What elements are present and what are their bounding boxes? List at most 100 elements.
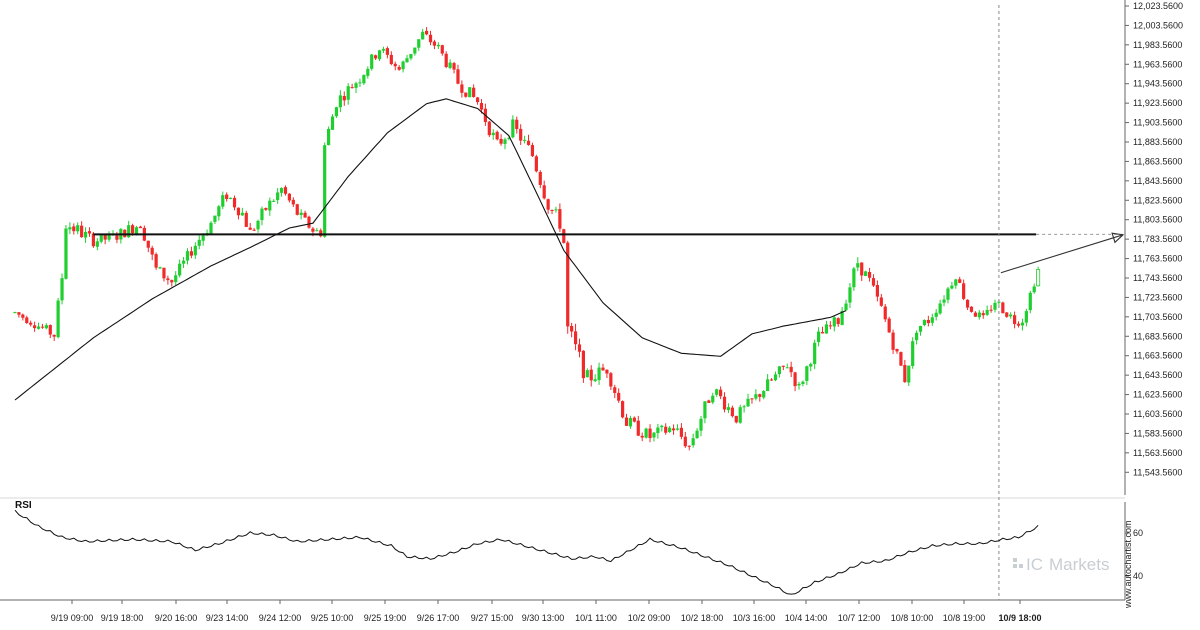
candle bbox=[558, 203, 562, 232]
candle-body bbox=[48, 325, 52, 335]
candlesticks bbox=[13, 27, 1041, 451]
candle bbox=[29, 320, 33, 327]
candle bbox=[879, 293, 883, 307]
candle-body bbox=[115, 235, 119, 240]
candle-body bbox=[158, 267, 162, 269]
candle-body bbox=[903, 365, 907, 383]
candle-body bbox=[323, 145, 327, 237]
candle bbox=[440, 44, 444, 56]
candle-body bbox=[1024, 311, 1028, 323]
candle bbox=[903, 359, 907, 383]
candle-body bbox=[279, 188, 284, 193]
candle bbox=[362, 74, 366, 85]
time-tick-label: 9/25 10:00 bbox=[311, 613, 354, 623]
rsi-title: RSI bbox=[15, 500, 32, 511]
candle bbox=[926, 315, 930, 327]
candle-body bbox=[577, 344, 582, 352]
candle-body bbox=[354, 83, 358, 88]
candle bbox=[789, 361, 793, 378]
candle bbox=[809, 362, 813, 372]
candle bbox=[860, 262, 864, 282]
candle bbox=[871, 274, 876, 287]
candle-body bbox=[601, 367, 605, 371]
candle bbox=[671, 424, 676, 435]
candle bbox=[683, 431, 687, 448]
candle bbox=[40, 323, 45, 329]
candle-body bbox=[546, 199, 550, 210]
candle bbox=[385, 46, 389, 59]
candle bbox=[703, 401, 707, 424]
candle bbox=[33, 321, 37, 332]
candle bbox=[460, 80, 464, 98]
candle bbox=[472, 84, 476, 98]
candle-body bbox=[836, 318, 840, 325]
candle bbox=[738, 404, 742, 424]
candle-body bbox=[648, 428, 652, 439]
candle bbox=[209, 221, 213, 234]
candle-body bbox=[973, 312, 977, 317]
candle-body bbox=[154, 254, 158, 268]
candle bbox=[80, 221, 84, 238]
candle-body bbox=[805, 366, 809, 381]
candle-body bbox=[969, 306, 974, 312]
candle-body bbox=[785, 367, 789, 369]
candle-body bbox=[397, 66, 401, 70]
candle-body bbox=[229, 197, 233, 199]
candle-body bbox=[428, 34, 433, 43]
price-tick-label: 11,703.5600 bbox=[1133, 312, 1182, 322]
candle-body bbox=[370, 54, 374, 69]
candle bbox=[973, 311, 977, 317]
candle bbox=[664, 423, 668, 435]
candle bbox=[597, 362, 601, 385]
candle-body bbox=[409, 54, 413, 59]
price-tick-label: 11,683.5600 bbox=[1133, 331, 1182, 341]
candle bbox=[652, 432, 656, 442]
logo-square-3 bbox=[1019, 564, 1023, 568]
candle-body bbox=[487, 121, 491, 136]
candle bbox=[562, 228, 566, 244]
candle bbox=[523, 135, 527, 144]
candle bbox=[76, 222, 80, 235]
candle bbox=[264, 207, 268, 211]
candle-body bbox=[236, 207, 241, 216]
candle-body bbox=[444, 53, 448, 68]
candle bbox=[820, 326, 825, 334]
candle bbox=[640, 432, 644, 442]
candle-body bbox=[766, 379, 770, 392]
candle-body bbox=[405, 58, 409, 63]
time-tick-label: 10/2 18:00 bbox=[681, 613, 724, 623]
candle-body bbox=[993, 302, 997, 310]
candle-body bbox=[283, 187, 288, 194]
candle bbox=[350, 83, 354, 89]
candle bbox=[730, 405, 734, 418]
candle-body bbox=[452, 63, 456, 70]
candle bbox=[354, 81, 358, 94]
candle-body bbox=[534, 156, 538, 172]
candle-body bbox=[573, 331, 578, 345]
candle-body bbox=[915, 332, 919, 341]
candle-body bbox=[918, 325, 923, 332]
candle bbox=[68, 222, 72, 235]
candle bbox=[981, 310, 985, 319]
candle-body bbox=[303, 212, 307, 218]
candle-body bbox=[644, 428, 648, 438]
projection-arrow bbox=[1000, 234, 1124, 274]
candle-body bbox=[189, 251, 193, 256]
candle-body bbox=[832, 317, 836, 327]
candle-body bbox=[170, 280, 174, 283]
candle bbox=[338, 90, 342, 113]
candle-body bbox=[801, 381, 805, 384]
candle bbox=[475, 96, 480, 105]
candle bbox=[44, 323, 48, 330]
candle-body bbox=[652, 432, 656, 438]
price-tick-label: 11,763.5600 bbox=[1133, 254, 1182, 264]
candle-body bbox=[523, 139, 527, 141]
candle bbox=[1005, 311, 1009, 318]
candle-body bbox=[581, 350, 585, 379]
candle bbox=[769, 378, 774, 381]
candle-body bbox=[475, 97, 480, 103]
candle bbox=[946, 286, 950, 304]
candle bbox=[95, 238, 99, 251]
candle-body bbox=[954, 279, 958, 286]
candle bbox=[193, 242, 197, 259]
